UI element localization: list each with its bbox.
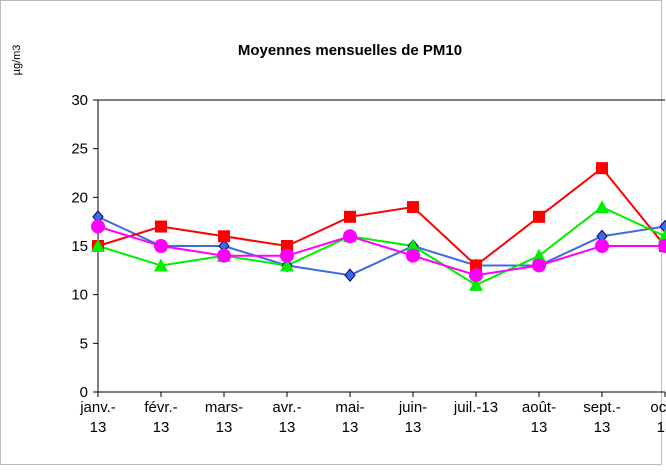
marker bbox=[532, 258, 546, 273]
marker bbox=[596, 162, 608, 175]
x-tick-label: janv.-13 bbox=[79, 399, 116, 436]
x-tick-label: juil.-13 bbox=[453, 399, 498, 416]
marker bbox=[280, 258, 294, 272]
marker bbox=[407, 201, 419, 214]
x-tick-label: oct.-13 bbox=[650, 399, 666, 436]
marker bbox=[658, 229, 666, 243]
marker bbox=[469, 277, 483, 291]
y-tick-label: 5 bbox=[80, 335, 88, 352]
marker bbox=[469, 268, 483, 283]
marker bbox=[470, 259, 482, 272]
marker bbox=[91, 219, 105, 234]
marker bbox=[595, 200, 609, 214]
marker bbox=[154, 258, 168, 272]
marker bbox=[155, 220, 167, 233]
x-tick-label: févr.-13 bbox=[144, 399, 177, 436]
marker bbox=[281, 240, 293, 252]
y-axis-label: µg/m3 bbox=[11, 45, 23, 76]
marker bbox=[91, 239, 105, 252]
y-tick-label: 25 bbox=[71, 141, 88, 158]
series-line bbox=[97, 225, 665, 277]
marker bbox=[154, 239, 168, 253]
y-tick-label: 0 bbox=[80, 384, 88, 401]
marker bbox=[406, 239, 420, 252]
x-tick-label: août-13 bbox=[522, 399, 556, 436]
marker bbox=[533, 210, 545, 223]
chart-title: Moyennes mensuelles de PM10 bbox=[238, 42, 462, 59]
marker bbox=[280, 248, 294, 263]
x-tick-label: mai-13 bbox=[335, 399, 364, 436]
marker bbox=[343, 229, 357, 244]
chart-frame bbox=[0, 0, 662, 465]
x-tick-label: sept.-13 bbox=[583, 399, 621, 436]
marker bbox=[344, 268, 356, 282]
marker bbox=[658, 239, 666, 253]
y-tick-label: 15 bbox=[71, 238, 88, 255]
marker bbox=[344, 210, 356, 223]
marker bbox=[218, 230, 230, 243]
marker bbox=[595, 239, 609, 253]
marker bbox=[217, 248, 231, 263]
x-tick-label: mars-13 bbox=[205, 399, 243, 436]
y-tick-label: 20 bbox=[71, 189, 88, 206]
y-tick-label: 30 bbox=[71, 92, 88, 109]
series-line bbox=[97, 215, 666, 277]
y-tick-label: 10 bbox=[71, 287, 88, 304]
marker bbox=[406, 248, 420, 263]
x-tick-label: juin-13 bbox=[398, 399, 427, 436]
series-line bbox=[97, 205, 666, 287]
series-line bbox=[97, 166, 666, 267]
x-tick-label: avr.-13 bbox=[272, 399, 301, 436]
marker bbox=[532, 248, 546, 262]
